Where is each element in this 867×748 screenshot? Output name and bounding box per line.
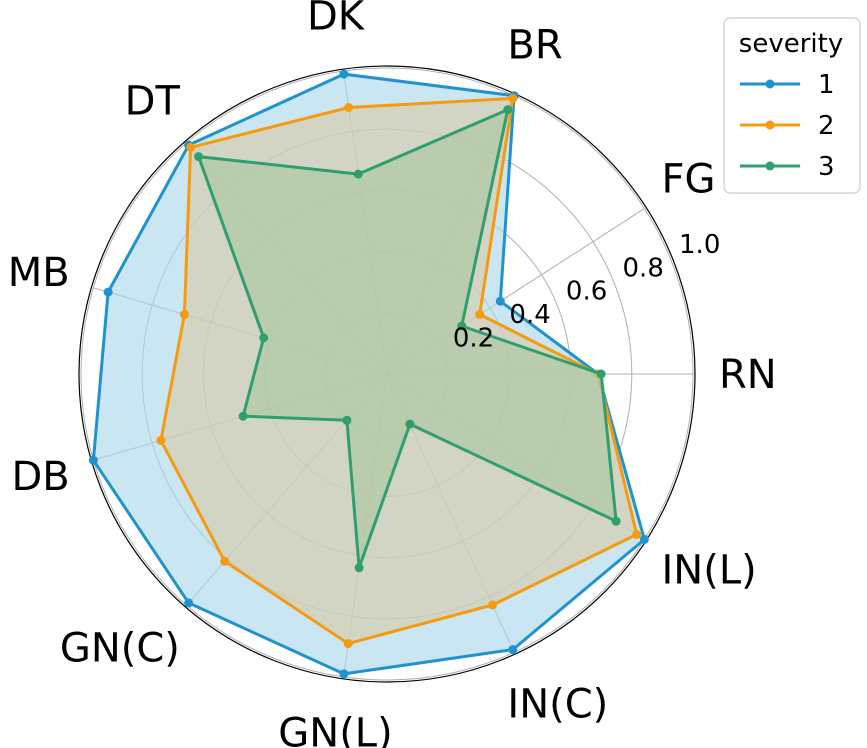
series-1-point <box>339 69 349 79</box>
legend-entry-label: 1 <box>818 70 835 100</box>
axis-label: RN <box>719 352 777 398</box>
legend-swatch-marker <box>765 79 775 89</box>
legend-swatch-marker <box>765 161 775 171</box>
series-3-area <box>198 109 617 568</box>
series-3-point <box>259 333 269 343</box>
radial-tick-labels: 0.2 0.4 0.6 0.8 1.0 <box>453 230 721 354</box>
series-1-point <box>508 645 518 655</box>
series-2-point <box>488 600 497 610</box>
axis-label: DB <box>11 454 69 500</box>
legend-entry-label: 2 <box>818 111 835 141</box>
series-3-point <box>354 563 364 573</box>
series-1-point <box>184 598 194 608</box>
legend-swatch-marker <box>765 120 775 130</box>
radial-tick-label: 0.8 <box>623 253 664 283</box>
radial-tick-label: 0.2 <box>453 324 494 354</box>
series-3-point <box>457 321 467 331</box>
series-1-point <box>103 287 113 297</box>
radial-tick-label: 0.4 <box>509 300 550 330</box>
series-3-point <box>596 369 606 379</box>
axis-label: IN(C) <box>507 681 608 727</box>
series-3-point <box>503 105 513 115</box>
axis-label: BR <box>507 23 562 69</box>
series-3-point <box>405 419 415 429</box>
axis-label: MB <box>8 250 70 296</box>
radar-series <box>88 69 649 679</box>
axis-label: FG <box>662 156 716 202</box>
series-2-point <box>220 556 230 566</box>
series-2-point <box>475 309 485 319</box>
legend: severity 1 2 3 <box>723 17 861 194</box>
axis-label: GN(L) <box>278 710 392 748</box>
axis-label: GN(C) <box>60 626 180 672</box>
series-2-point <box>179 310 189 319</box>
axis-label: DK <box>307 0 366 40</box>
series-2-point <box>186 142 196 152</box>
radial-tick-label: 0.6 <box>566 277 607 307</box>
axis-labels: RN FG BR DK DT MB DB GN(C) GN(L) IN(C) IN(L) <box>8 0 777 748</box>
legend-entry-label: 3 <box>818 152 835 182</box>
series-3-point <box>238 411 248 421</box>
series-1-point <box>639 534 649 544</box>
polar-frame <box>78 65 696 683</box>
legend-box <box>723 17 861 194</box>
series-1-point <box>88 455 98 465</box>
series-2-line <box>159 96 639 646</box>
series-1-line <box>91 72 646 676</box>
series-3-point <box>611 516 621 526</box>
series-3-point <box>353 169 363 179</box>
axis-label: DT <box>125 78 181 124</box>
series-1-point <box>495 296 505 306</box>
radial-tick-label: 1.0 <box>679 230 720 260</box>
series-3-line <box>197 108 618 570</box>
series-3-point <box>194 152 204 162</box>
legend-items: 1 2 3 <box>740 70 835 182</box>
series-1-point <box>339 669 349 679</box>
series-2-point <box>632 530 642 539</box>
series-2-point <box>156 435 166 445</box>
series-2-point <box>343 639 353 649</box>
series-2-point <box>344 103 354 112</box>
series-3-point <box>342 415 352 425</box>
axis-label: IN(L) <box>662 548 757 594</box>
series-2-point <box>508 93 518 103</box>
legend-title: severity <box>739 29 843 59</box>
